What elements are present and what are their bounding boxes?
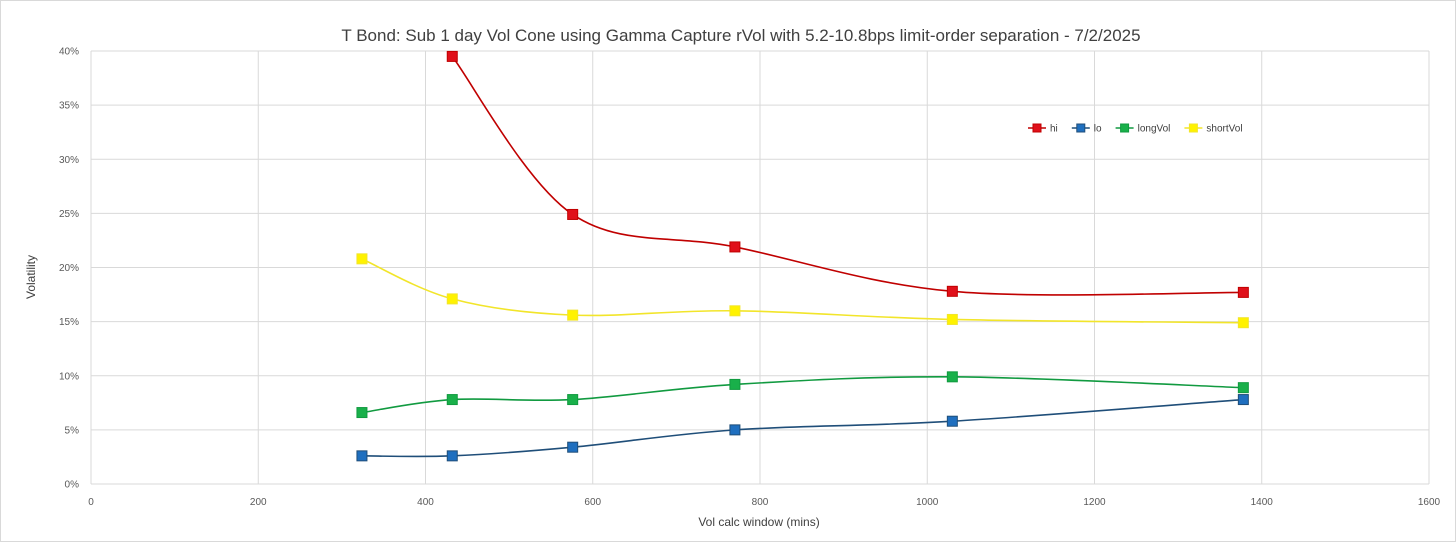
data-point-shortVol <box>946 313 958 325</box>
legend-marker <box>1032 123 1042 133</box>
legend-item-hi: hi <box>1028 123 1058 135</box>
series-line-longVol <box>361 375 1244 414</box>
legend-item-longVol: longVol <box>1115 123 1171 135</box>
legend-label: longVol <box>1138 124 1171 135</box>
x-tick-label: 0 <box>88 497 94 508</box>
y-tick-label: 10% <box>59 371 79 382</box>
legend-label: lo <box>1094 124 1102 135</box>
data-point-shortVol <box>446 293 458 305</box>
legend-item-shortVol: shortVol <box>1184 123 1243 135</box>
series-hi <box>446 50 1249 298</box>
legend-label: hi <box>1050 124 1058 135</box>
data-point-longVol <box>567 394 579 406</box>
data-point-longVol <box>729 378 741 390</box>
data-point-hi <box>567 208 579 220</box>
legend-marker <box>1188 123 1198 133</box>
data-point-shortVol <box>567 309 579 321</box>
legend: hi lo longVol shortVol <box>1028 123 1243 135</box>
y-tick-label: 5% <box>65 425 80 436</box>
data-point-lo <box>946 415 958 427</box>
x-tick-label: 1000 <box>916 497 939 508</box>
chart-title: T Bond: Sub 1 day Vol Cone using Gamma C… <box>341 26 1140 45</box>
y-tick-label: 20% <box>59 263 79 274</box>
series-line-hi <box>451 55 1244 296</box>
x-tick-label: 800 <box>752 497 769 508</box>
data-point-longVol <box>446 394 458 406</box>
y-tick-label: 0% <box>65 480 80 491</box>
y-tick-label: 25% <box>59 209 79 220</box>
y-tick-label: 35% <box>59 101 79 112</box>
x-tick-label: 600 <box>584 497 601 508</box>
legend-marker <box>1076 123 1086 133</box>
legend-label: shortVol <box>1206 124 1242 135</box>
grid-layer <box>90 50 1430 485</box>
series-layer <box>356 50 1249 462</box>
series-shortVol <box>356 253 1249 329</box>
data-point-lo <box>446 450 458 462</box>
x-tick-label: 1600 <box>1418 497 1441 508</box>
x-tick-label: 1200 <box>1083 497 1106 508</box>
y-tick-labels: 0% 5% 10% 15% 20% 25% 30% 35% 40% <box>59 47 79 491</box>
x-tick-labels: 0 200 400 600 800 1000 1200 1400 1600 <box>88 497 1440 508</box>
series-line-shortVol <box>361 258 1244 324</box>
data-point-longVol <box>946 371 958 383</box>
y-tick-label: 30% <box>59 155 79 166</box>
series-line-lo <box>361 398 1244 458</box>
data-point-shortVol <box>1237 317 1249 329</box>
x-tick-label: 200 <box>250 497 267 508</box>
legend-item-lo: lo <box>1071 123 1102 135</box>
legend-marker <box>1120 123 1130 133</box>
data-point-hi <box>946 285 958 297</box>
series-lo <box>356 394 1249 462</box>
data-point-hi <box>1237 286 1249 298</box>
y-tick-label: 40% <box>59 47 79 58</box>
data-point-lo <box>1237 394 1249 406</box>
y-axis-title: Volatility <box>24 255 38 299</box>
data-point-hi <box>446 50 458 62</box>
y-tick-label: 15% <box>59 317 79 328</box>
data-point-shortVol <box>356 253 368 265</box>
x-tick-label: 400 <box>417 497 434 508</box>
data-point-longVol <box>1237 382 1249 394</box>
data-point-lo <box>729 424 741 436</box>
data-point-shortVol <box>729 305 741 317</box>
series-longVol <box>356 371 1249 419</box>
data-point-lo <box>567 441 579 453</box>
data-point-hi <box>729 241 741 253</box>
x-tick-label: 1400 <box>1251 497 1274 508</box>
data-point-longVol <box>356 407 368 419</box>
data-point-lo <box>356 450 368 462</box>
x-axis-title: Vol calc window (mins) <box>698 515 819 529</box>
